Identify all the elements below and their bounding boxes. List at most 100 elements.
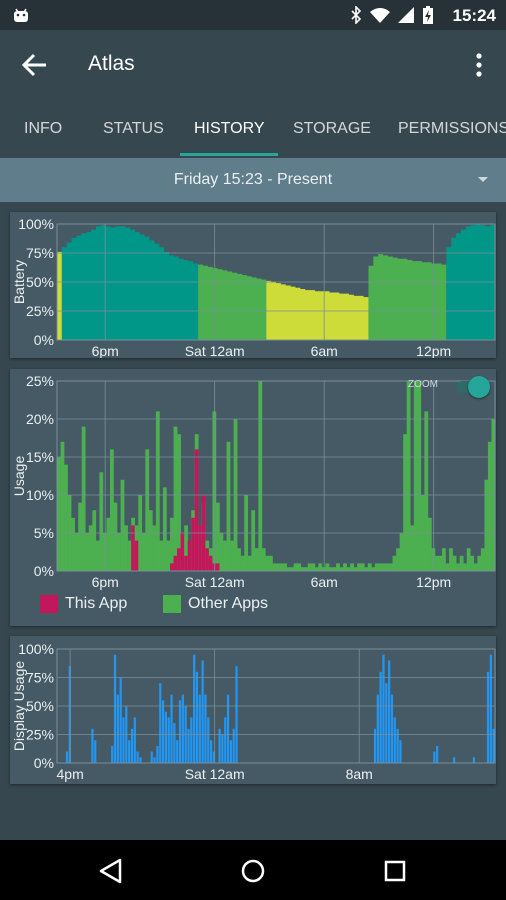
y-tick-label: 25% [26,727,54,743]
other-apps-bar [293,563,298,571]
other-apps-bar [396,548,400,571]
display-usage-bar [195,671,199,763]
x-tick-label: 12pm [416,574,451,590]
other-apps-bar [99,472,104,571]
this-app-bar [205,548,210,571]
display-usage-bar [193,654,196,763]
this-app-bar [173,555,178,571]
home-nav-icon[interactable] [238,856,268,886]
other-apps-bar [339,567,344,571]
display-usage-bar [207,717,210,763]
display-usage-bar [167,717,170,763]
arrow-back-icon[interactable] [20,52,50,78]
other-apps-bar [318,563,323,571]
more-vert-icon[interactable] [466,50,492,80]
other-apps-bar [399,533,404,571]
display-usage-bar [224,717,227,763]
other-apps-bar [336,563,340,571]
battery-area-segment [368,254,447,340]
zoom-label: ZOOM [408,379,438,390]
tab-permissions[interactable]: PERMISSIONS [398,120,506,137]
display-usage-bar [116,694,119,763]
other-apps-bar [328,567,333,571]
other-apps-bar [392,555,397,571]
other-apps-bar [438,555,443,571]
other-apps-bar [300,567,305,571]
x-tick-label: 6pm [92,574,119,590]
y-tick-label: 100% [18,641,54,657]
other-apps-bar [64,464,68,571]
tab-status[interactable]: STATUS [103,120,164,137]
display-usage-bar [139,757,142,763]
display-usage-bar [235,666,238,763]
legend-label-this-app: This App [65,595,128,612]
battery-area-segment [57,251,62,340]
other-apps-bar [170,517,174,571]
other-apps-bar [314,567,319,571]
other-apps-bar [92,510,97,571]
display-usage-bar [181,694,184,763]
navigation-bar [0,840,506,900]
other-apps-bar [466,548,471,571]
range-selector[interactable]: Friday 15:23 - Present [0,158,506,202]
status-bar: 15:24 [0,0,506,30]
other-apps-bar [215,502,220,571]
y-tick-label: 50% [26,274,54,290]
other-apps-bar [74,533,79,571]
display-usage-bar [130,728,134,763]
display-usage-bar [453,757,456,763]
display-usage-bar [198,694,201,763]
other-apps-bar [456,563,460,571]
other-apps-bar [424,411,429,571]
tab-storage[interactable]: STORAGE [293,120,371,137]
other-apps-bar [109,449,114,571]
zoom-toggle[interactable] [452,376,492,398]
display-usage-bar [187,728,190,763]
x-tick-label: Sat 12am [185,574,245,590]
this-app-bar [170,563,174,571]
display-usage-bar [388,660,391,763]
other-apps-bar [272,563,277,571]
y-tick-label: 75% [26,245,54,261]
display-usage-bar [178,700,182,763]
other-apps-bar [325,563,330,571]
display-usage-bar [164,711,168,763]
other-apps-bar [286,567,291,571]
legend-swatch-this-app [40,595,58,613]
other-apps-bar [85,533,90,571]
other-apps-bar [378,563,383,571]
legend-label-other-apps: Other Apps [188,595,269,612]
display-usage-bar [221,734,224,763]
display-usage-bar [176,740,179,763]
other-apps-bar [449,548,453,571]
display-usage-bar [136,751,139,763]
other-apps-bar [346,567,351,571]
other-apps-bar [470,555,475,571]
display-usage-bar [65,751,69,763]
recents-nav-icon[interactable] [380,856,410,886]
tab-indicator [180,153,278,156]
android-icon [14,8,28,22]
tab-info[interactable]: INFO [24,120,63,137]
display-usage-bar [150,751,153,763]
other-apps-bar [81,426,86,571]
tab-history[interactable]: HISTORY [194,120,265,137]
other-apps-bar [117,533,121,571]
other-apps-bar [410,525,415,571]
other-apps-bar [141,533,146,571]
display-usage-bar [128,740,131,763]
other-apps-bar [487,441,492,571]
other-apps-bar [268,555,273,571]
display-usage-bar [119,677,122,763]
this-app-bar [134,540,139,571]
other-apps-bar [417,381,422,571]
zoom-toggle-thumb [468,376,490,398]
bluetooth-icon [351,6,362,24]
x-tick-label: 6am [311,574,338,590]
back-nav-icon[interactable] [96,856,126,886]
other-apps-bar [364,567,369,571]
y-tick-label: 0% [34,332,54,348]
display-usage-bar [489,654,492,763]
other-apps-bar [120,479,125,571]
other-apps-bar [113,502,118,571]
